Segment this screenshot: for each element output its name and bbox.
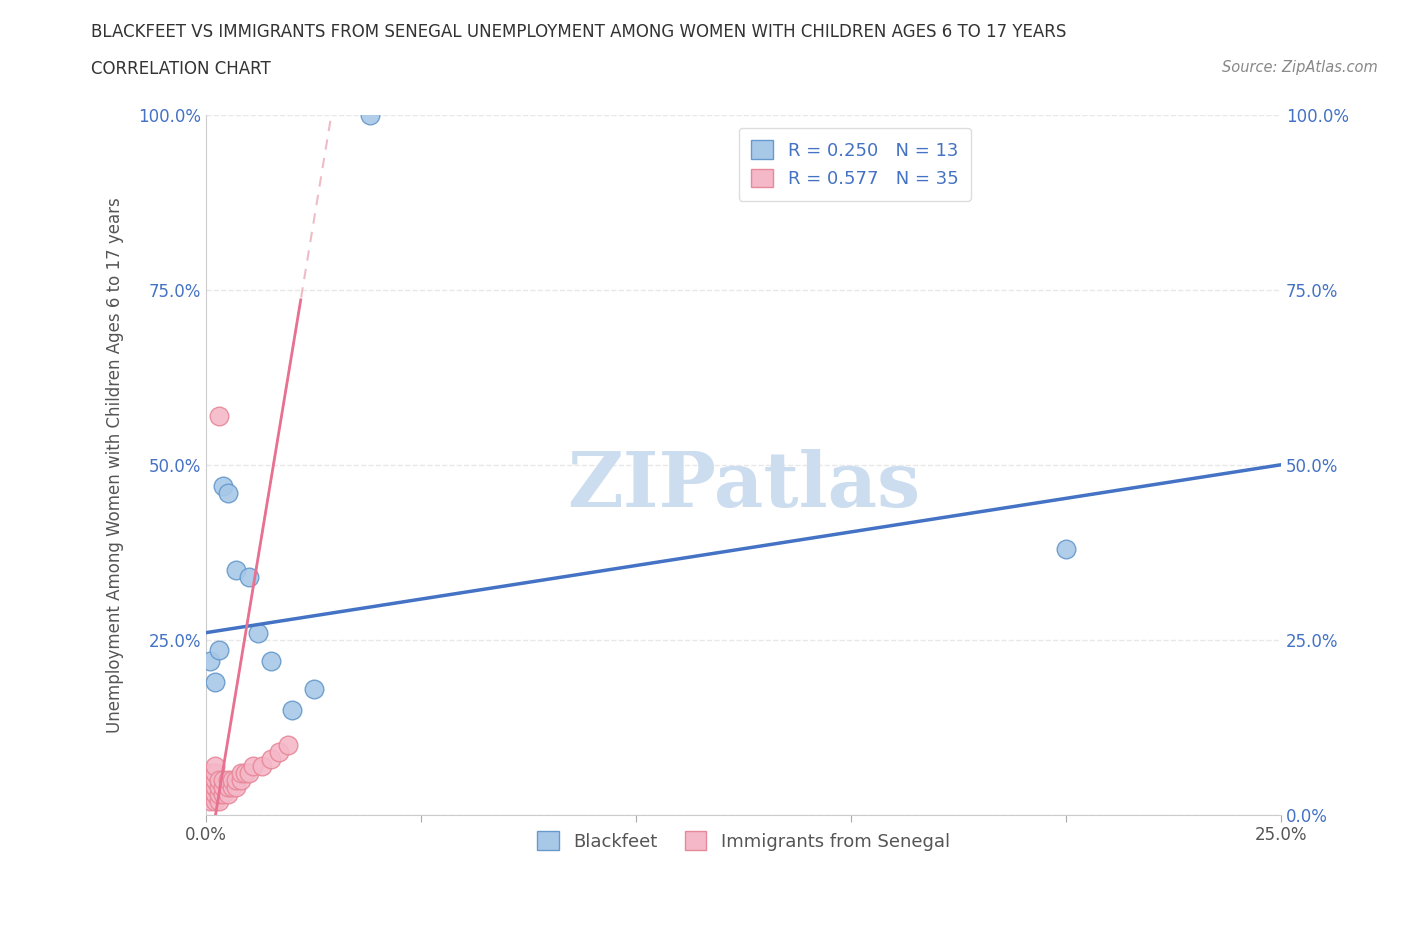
- Point: [204, 786, 226, 801]
- Point: [204, 765, 226, 780]
- Point: [1054, 541, 1077, 556]
- Text: ZIPatlas: ZIPatlas: [567, 449, 920, 523]
- Point: [217, 772, 239, 787]
- Point: [281, 702, 304, 717]
- Text: BLACKFEET VS IMMIGRANTS FROM SENEGAL UNEMPLOYMENT AMONG WOMEN WITH CHILDREN AGES: BLACKFEET VS IMMIGRANTS FROM SENEGAL UNE…: [91, 23, 1067, 41]
- Point: [233, 765, 256, 780]
- Point: [200, 772, 222, 787]
- Point: [242, 758, 264, 773]
- Point: [200, 765, 222, 780]
- Point: [225, 563, 247, 578]
- Point: [208, 786, 231, 801]
- Point: [259, 751, 281, 766]
- Point: [204, 779, 226, 794]
- Point: [217, 779, 239, 794]
- Point: [277, 737, 299, 752]
- Point: [208, 408, 231, 423]
- Point: [221, 779, 243, 794]
- Point: [250, 758, 273, 773]
- Point: [225, 779, 247, 794]
- Point: [208, 793, 231, 808]
- Text: CORRELATION CHART: CORRELATION CHART: [91, 60, 271, 78]
- Point: [208, 643, 231, 658]
- Point: [204, 793, 226, 808]
- Point: [212, 779, 235, 794]
- Point: [217, 786, 239, 801]
- Point: [204, 758, 226, 773]
- Point: [208, 772, 231, 787]
- Y-axis label: Unemployment Among Women with Children Ages 6 to 17 years: Unemployment Among Women with Children A…: [107, 197, 124, 733]
- Point: [200, 779, 222, 794]
- Point: [238, 765, 260, 780]
- Point: [225, 772, 247, 787]
- Point: [359, 108, 381, 123]
- Point: [221, 772, 243, 787]
- Point: [200, 786, 222, 801]
- Point: [200, 653, 222, 668]
- Point: [229, 772, 252, 787]
- Point: [217, 485, 239, 500]
- Point: [269, 744, 291, 759]
- Point: [238, 569, 260, 584]
- Text: Source: ZipAtlas.com: Source: ZipAtlas.com: [1222, 60, 1378, 75]
- Point: [259, 653, 281, 668]
- Point: [208, 779, 231, 794]
- Point: [212, 786, 235, 801]
- Point: [204, 772, 226, 787]
- Legend: Blackfeet, Immigrants from Senegal: Blackfeet, Immigrants from Senegal: [530, 824, 957, 858]
- Point: [302, 681, 325, 696]
- Point: [204, 674, 226, 689]
- Point: [229, 765, 252, 780]
- Point: [200, 793, 222, 808]
- Point: [212, 772, 235, 787]
- Point: [246, 625, 269, 640]
- Point: [212, 478, 235, 493]
